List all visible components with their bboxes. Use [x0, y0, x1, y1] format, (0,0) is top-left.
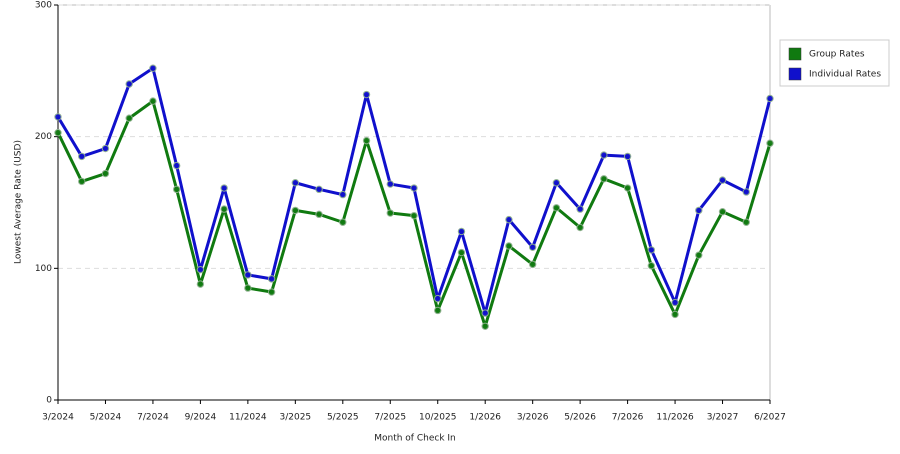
x-tick-label: 9/2024: [185, 413, 217, 423]
x-tick-label: 3/2025: [279, 413, 311, 423]
x-tick-label: 6/2027: [754, 413, 786, 423]
data-point: [410, 211, 418, 220]
data-point: [505, 242, 513, 250]
data-point: [434, 306, 442, 315]
x-tick-label: 11/2026: [656, 413, 694, 423]
data-point: [647, 246, 656, 254]
data-point: [457, 227, 466, 236]
data-point: [267, 275, 276, 283]
data-point: [101, 169, 110, 178]
data-point: [172, 161, 181, 170]
data-point: [386, 180, 394, 188]
data-point: [196, 280, 205, 288]
x-tick-label: 3/2026: [517, 413, 549, 423]
data-point: [315, 185, 323, 194]
x-tick-label: 11/2024: [229, 413, 267, 423]
data-point: [623, 184, 632, 192]
x-tick-label: 7/2026: [612, 413, 644, 423]
legend-label: Group Rates: [809, 50, 865, 60]
data-point: [457, 248, 466, 257]
data-point: [101, 144, 110, 153]
y-tick-label: 200: [35, 132, 52, 142]
data-point: [742, 188, 750, 196]
data-point: [481, 309, 489, 317]
data-point: [505, 215, 513, 224]
data-point: [766, 139, 774, 147]
y-tick-label: 0: [46, 396, 52, 406]
data-point: [695, 251, 703, 259]
data-point: [600, 151, 608, 159]
data-point: [244, 271, 252, 279]
data-point: [742, 218, 750, 226]
data-point: [220, 205, 228, 213]
legend-swatch: [788, 47, 802, 61]
data-point: [766, 94, 774, 103]
data-point: [54, 129, 62, 137]
data-point: [576, 223, 584, 232]
legend-swatch: [788, 67, 802, 81]
x-tick-label: 1/2026: [469, 413, 501, 423]
y-tick-label: 100: [35, 264, 52, 274]
data-point: [410, 184, 418, 192]
data-point: [623, 152, 632, 161]
data-point: [339, 218, 347, 226]
data-point: [362, 136, 371, 145]
data-point: [552, 179, 561, 187]
data-point: [339, 190, 347, 199]
legend-label: Individual Rates: [809, 70, 881, 80]
data-point: [149, 97, 157, 105]
data-point: [78, 177, 86, 186]
x-tick-label: 3/2027: [707, 413, 739, 423]
data-point: [267, 288, 276, 296]
y-tick-label: 300: [35, 1, 52, 11]
data-point: [718, 208, 727, 216]
x-axis-label: Month of Check In: [374, 434, 456, 444]
data-point: [54, 113, 62, 121]
data-point: [315, 210, 323, 219]
data-point: [291, 206, 300, 215]
y-axis-label: Lowest Average Rate (USD): [14, 140, 24, 264]
x-tick-label: 10/2025: [419, 413, 456, 423]
data-point: [647, 262, 656, 270]
data-point: [220, 184, 228, 192]
data-point: [671, 298, 679, 307]
x-tick-label: 5/2025: [327, 413, 359, 423]
x-tick-label: 3/2024: [42, 413, 74, 423]
data-point: [600, 175, 608, 183]
data-point: [244, 284, 252, 292]
data-point: [125, 80, 133, 88]
x-tick-label: 7/2025: [374, 413, 406, 423]
x-tick-label: 5/2026: [564, 413, 596, 423]
data-point: [172, 185, 181, 194]
data-point: [528, 260, 537, 269]
data-point: [718, 176, 727, 184]
data-point: [386, 209, 394, 217]
data-point: [671, 310, 679, 319]
data-point: [481, 322, 489, 330]
data-point: [434, 294, 442, 303]
data-point: [362, 90, 371, 99]
data-point: [576, 205, 584, 213]
x-tick-label: 5/2024: [90, 413, 122, 423]
data-point: [695, 206, 703, 215]
data-point: [149, 64, 157, 72]
data-point: [291, 179, 300, 187]
data-point: [528, 243, 537, 251]
data-point: [78, 152, 86, 161]
x-tick-label: 7/2024: [137, 413, 169, 423]
data-point: [196, 265, 205, 274]
data-point: [125, 114, 133, 122]
data-point: [552, 204, 561, 212]
